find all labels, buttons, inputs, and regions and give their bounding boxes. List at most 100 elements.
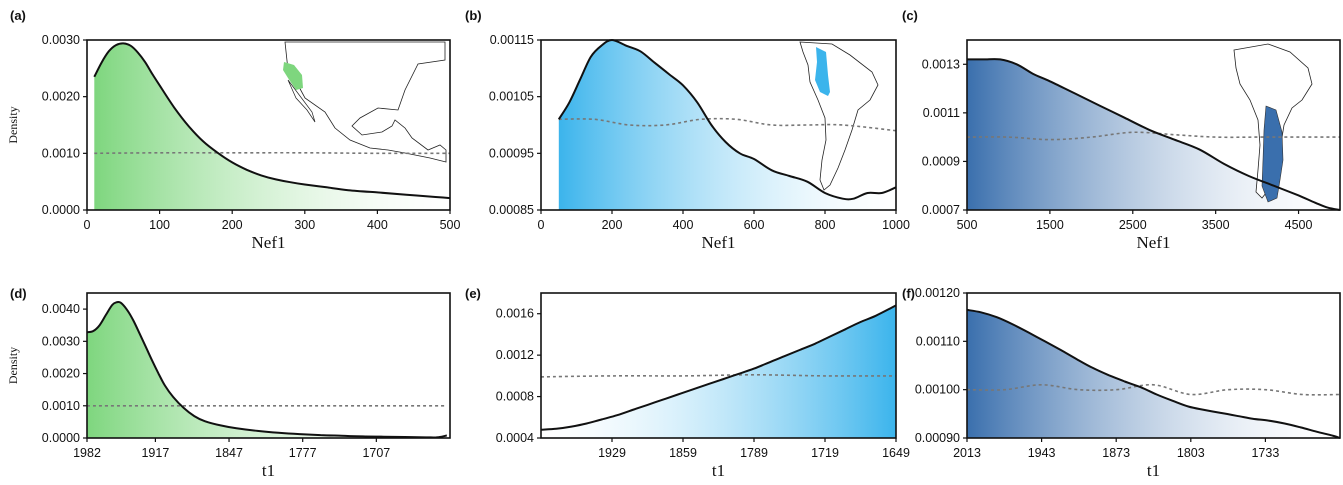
x-tick-label: 200 bbox=[602, 218, 623, 232]
x-axis-label: Nef1 bbox=[702, 233, 736, 252]
x-axis-label: t1 bbox=[262, 461, 275, 480]
x-tick-label: 0 bbox=[538, 218, 545, 232]
posterior-density-line bbox=[966, 308, 1341, 439]
posterior-density-line bbox=[557, 38, 897, 201]
prior-dashed-line bbox=[94, 151, 451, 155]
x-tick-label: 1917 bbox=[141, 446, 169, 460]
prior-dashed-line bbox=[966, 131, 1340, 141]
panel-label: (f) bbox=[902, 286, 915, 301]
x-tick-label: 200 bbox=[222, 218, 243, 232]
y-tick-label: 0.0016 bbox=[496, 307, 534, 321]
plot-frame bbox=[966, 39, 1341, 211]
y-tick-label: 0.0009 bbox=[922, 154, 960, 168]
y-tick-label: 0.00090 bbox=[915, 431, 960, 445]
y-tick-label: 0.0020 bbox=[42, 90, 80, 104]
y-tick-label: 0.0020 bbox=[42, 367, 80, 381]
x-tick-label: 600 bbox=[744, 218, 765, 232]
density-fill-area bbox=[94, 43, 451, 210]
plot-frame bbox=[540, 39, 897, 211]
x-tick-label: 800 bbox=[815, 218, 836, 232]
x-tick-label: 1929 bbox=[598, 446, 626, 460]
x-tick-label: 1733 bbox=[1251, 446, 1279, 460]
panel-label: (a) bbox=[10, 8, 26, 23]
prior-dashed-line bbox=[966, 383, 1341, 396]
plot-frame bbox=[86, 292, 451, 439]
x-tick-label: 2500 bbox=[1119, 218, 1147, 232]
y-tick-label: 0.00115 bbox=[490, 33, 534, 47]
patagonia-region-highlight bbox=[1261, 105, 1284, 203]
posterior-density-line bbox=[540, 304, 897, 431]
x-tick-label: 500 bbox=[957, 218, 978, 232]
x-tick-label: 1847 bbox=[215, 446, 243, 460]
x-tick-label: 1803 bbox=[1177, 446, 1205, 460]
y-tick-label: 0.00110 bbox=[916, 334, 960, 348]
chart-panel-d: 0.0000 0.0010 0.0020 0.0030 0.0040 1982 1917 18… bbox=[6, 286, 451, 480]
panel-label: (b) bbox=[465, 8, 482, 23]
x-tick-label: 2013 bbox=[953, 446, 981, 460]
plot-frame bbox=[540, 292, 897, 439]
x-tick-label: 1982 bbox=[73, 446, 101, 460]
posterior-density-line bbox=[967, 58, 1341, 211]
x-tick-label: 1707 bbox=[362, 446, 390, 460]
chart-panel-c: 0.0007 0.0009 0.0011 0.0013 500 1500 2500 3500 4… bbox=[902, 8, 1341, 252]
chart-panel-f: 0.00090 0.00100 0.00110 0.00120 2013 1943 1873… bbox=[902, 286, 1341, 480]
y-tick-label: 0.00085 bbox=[489, 203, 534, 217]
panel-label: (c) bbox=[902, 8, 918, 23]
x-axis-label: Nef1 bbox=[1137, 233, 1171, 252]
y-tick-label: 0.0011 bbox=[923, 106, 960, 120]
y-tick-label: 0.0004 bbox=[496, 431, 534, 445]
south-america-map-outline bbox=[799, 41, 879, 191]
y-tick-label: 0.0008 bbox=[496, 390, 534, 404]
y-tick-label: 0.0013 bbox=[922, 57, 960, 71]
x-tick-label: 1500 bbox=[1036, 218, 1064, 232]
y-tick-label: 0.00100 bbox=[915, 383, 960, 397]
baja-region-highlight bbox=[283, 62, 303, 90]
y-axis-label: Density bbox=[6, 106, 20, 143]
y-tick-label: 0.0030 bbox=[42, 334, 80, 348]
y-tick-label: 0.0040 bbox=[42, 302, 80, 316]
x-tick-label: 1649 bbox=[882, 446, 910, 460]
x-tick-label: 1789 bbox=[740, 446, 768, 460]
density-fill-area bbox=[967, 59, 1340, 210]
x-tick-label: 500 bbox=[440, 218, 461, 232]
y-tick-label: 0.0007 bbox=[922, 203, 960, 217]
panel-label: (e) bbox=[465, 286, 481, 301]
chart-panel-b: 0.00085 0.00095 0.00105 0.00115 0 200 400 600 80… bbox=[465, 8, 910, 252]
density-fill-area bbox=[87, 301, 447, 438]
x-tick-label: 1719 bbox=[811, 446, 839, 460]
y-tick-label: 0.0000 bbox=[42, 203, 80, 217]
y-tick-label: 0.00105 bbox=[489, 90, 534, 104]
chart-panel-e: 0.0004 0.0008 0.0012 0.0016 1929 1859 1789 1719… bbox=[465, 286, 910, 480]
x-axis-label: Nef1 bbox=[252, 233, 286, 252]
y-tick-label: 0.00095 bbox=[489, 146, 534, 160]
x-tick-label: 0 bbox=[84, 218, 91, 232]
andes-region-highlight bbox=[815, 47, 830, 96]
x-axis-label: t1 bbox=[1147, 461, 1160, 480]
prior-dashed-line bbox=[558, 117, 897, 132]
density-fill-area bbox=[558, 40, 896, 210]
plot-frame bbox=[966, 292, 1341, 439]
x-tick-label: 100 bbox=[149, 218, 170, 232]
x-tick-label: 400 bbox=[367, 218, 388, 232]
y-axis-label: Density bbox=[6, 347, 20, 384]
x-tick-label: 1859 bbox=[669, 446, 697, 460]
density-fill-area bbox=[541, 305, 896, 438]
density-fill-area bbox=[967, 309, 1340, 438]
x-tick-label: 300 bbox=[294, 218, 315, 232]
y-tick-label: 0.00120 bbox=[915, 286, 960, 300]
x-tick-label: 1873 bbox=[1102, 446, 1130, 460]
baja-peninsula-outline bbox=[287, 79, 316, 123]
panel-label: (d) bbox=[10, 286, 27, 301]
y-tick-label: 0.0030 bbox=[42, 33, 80, 47]
chart-panel-a: 0.0000 0.0010 0.0020 0.0030 0 100 200 300 400 500… bbox=[6, 8, 460, 252]
y-tick-label: 0.0010 bbox=[42, 146, 80, 160]
x-tick-label: 4500 bbox=[1285, 218, 1313, 232]
plot-frame bbox=[86, 39, 451, 211]
x-tick-label: 3500 bbox=[1202, 218, 1230, 232]
x-tick-label: 1777 bbox=[289, 446, 317, 460]
posterior-density-line bbox=[86, 300, 448, 439]
x-tick-label: 400 bbox=[673, 218, 694, 232]
y-tick-label: 0.0000 bbox=[42, 431, 80, 445]
x-tick-label: 1943 bbox=[1028, 446, 1056, 460]
